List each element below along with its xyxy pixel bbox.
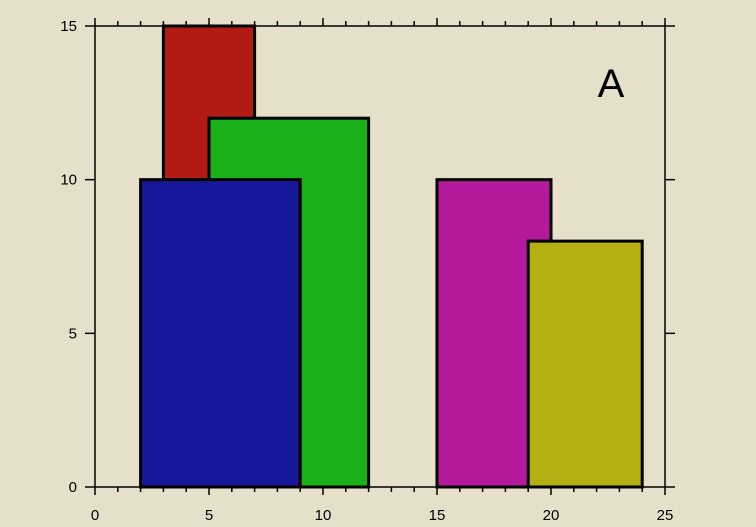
y-tick-label-10: 10 bbox=[60, 172, 77, 189]
ticks-layer: 0 5 10 15 20 25 0 5 10 15 bbox=[60, 18, 675, 524]
y-tick-label-15: 15 bbox=[60, 18, 77, 35]
bar-3 bbox=[139, 178, 302, 489]
x-tick-label-15: 15 bbox=[429, 507, 446, 524]
x-tick-label-0: 0 bbox=[91, 507, 99, 524]
y-tick-label-5: 5 bbox=[69, 325, 77, 342]
x-tick-label-25: 25 bbox=[657, 507, 674, 524]
x-tick-label-20: 20 bbox=[543, 507, 560, 524]
bar-5 bbox=[526, 239, 644, 489]
x-tick-label-5: 5 bbox=[205, 507, 213, 524]
panel-label: A bbox=[598, 62, 625, 106]
bars-layer bbox=[139, 24, 644, 489]
x-tick-label-10: 10 bbox=[315, 507, 332, 524]
plot-frame bbox=[94, 25, 666, 488]
y-tick-label-0: 0 bbox=[69, 479, 77, 496]
